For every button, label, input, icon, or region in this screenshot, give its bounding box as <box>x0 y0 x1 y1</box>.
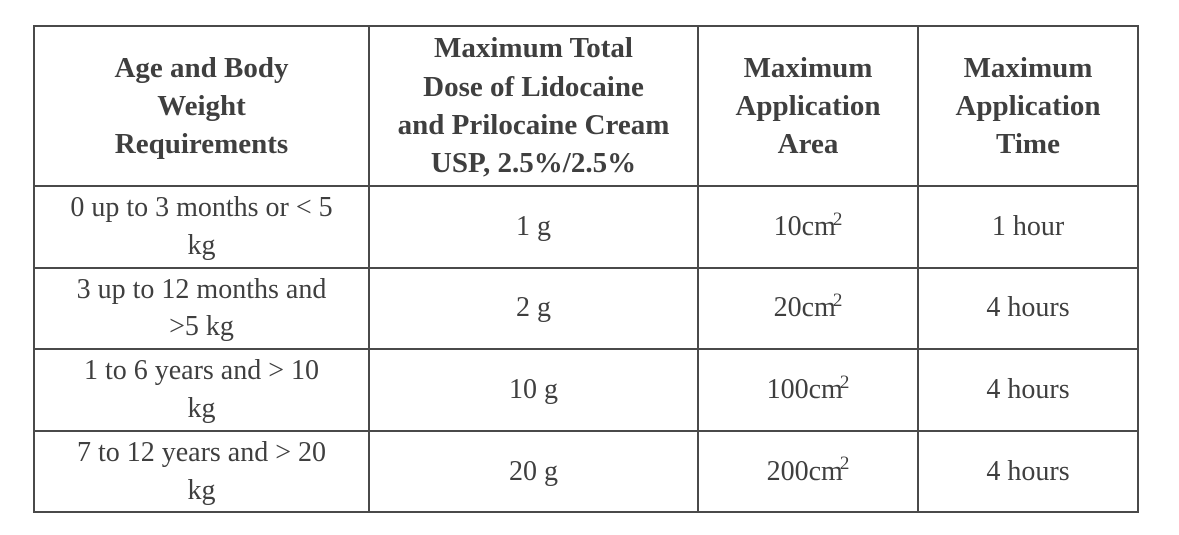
cell-max-time: 4 hours <box>917 429 1139 514</box>
area-value: 100cm <box>766 374 843 406</box>
cell-max-area: 200cm2 <box>697 429 919 514</box>
area-superscript: 2 <box>839 371 850 393</box>
cell-max-dose: 2 g <box>368 266 699 351</box>
table-header-row: Age and Body Weight Requirements Maximum… <box>33 25 1139 187</box>
cell-max-dose: 1 g <box>368 185 699 269</box>
col-header-max-area: Maximum Application Area <box>697 25 919 187</box>
dosing-table: Age and Body Weight Requirements Maximum… <box>33 25 1139 514</box>
col-header-age-weight: Age and Body Weight Requirements <box>33 25 370 187</box>
col-header-max-dose: Maximum Total Dose of Lidocaine and Pril… <box>368 25 699 187</box>
col-header-max-time: Maximum Application Time <box>917 25 1139 187</box>
cell-max-dose: 10 g <box>368 348 699 432</box>
cell-max-area: 100cm2 <box>697 348 919 432</box>
area-value: 200cm <box>766 455 843 487</box>
area-superscript: 2 <box>839 453 850 475</box>
area-superscript: 2 <box>832 208 843 230</box>
cell-max-time: 4 hours <box>917 348 1139 432</box>
cell-max-dose: 20 g <box>368 429 699 514</box>
cell-max-time: 4 hours <box>917 266 1139 351</box>
table-row: 3 up to 12 months and >5 kg 2 g 20cm2 4 … <box>33 266 1139 351</box>
cell-max-time: 1 hour <box>917 185 1139 269</box>
table-row: 0 up to 3 months or < 5 kg 1 g 10cm2 1 h… <box>33 185 1139 269</box>
area-value: 10cm <box>773 210 836 242</box>
table-row: 7 to 12 years and > 20 kg 20 g 200cm2 4 … <box>33 429 1139 514</box>
cell-age-weight: 3 up to 12 months and >5 kg <box>33 266 370 351</box>
cell-age-weight: 0 up to 3 months or < 5 kg <box>33 185 370 269</box>
table-row: 1 to 6 years and > 10 kg 10 g 100cm2 4 h… <box>33 348 1139 432</box>
area-value: 20cm <box>773 292 836 324</box>
cell-age-weight: 7 to 12 years and > 20 kg <box>33 429 370 514</box>
area-superscript: 2 <box>832 290 843 312</box>
cell-age-weight: 1 to 6 years and > 10 kg <box>33 348 370 432</box>
cell-max-area: 10cm2 <box>697 185 919 269</box>
cell-max-area: 20cm2 <box>697 266 919 351</box>
